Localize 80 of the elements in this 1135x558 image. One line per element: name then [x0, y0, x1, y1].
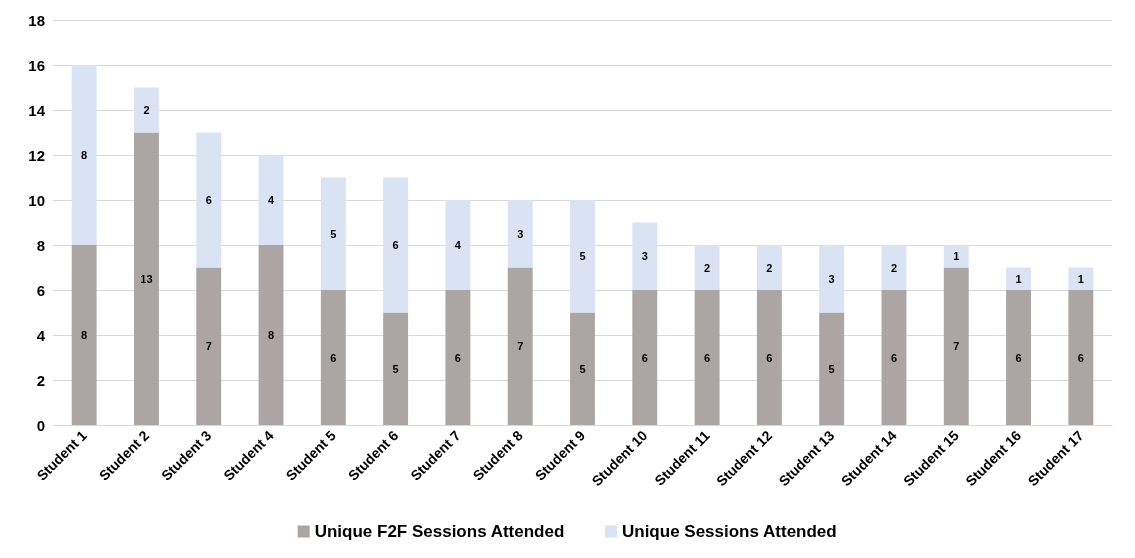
bar — [1068, 290, 1094, 425]
bar — [1006, 267, 1032, 290]
bar — [881, 290, 907, 425]
y-tick-label: 2 — [36, 371, 45, 389]
bar — [694, 290, 720, 425]
bar — [133, 132, 159, 425]
y-tick-label: 6 — [36, 281, 45, 299]
bar — [881, 245, 907, 290]
data-label: 7 — [517, 340, 524, 353]
bar — [756, 245, 782, 290]
data-label: 1 — [1077, 272, 1084, 285]
bar — [133, 87, 159, 133]
y-tick-label: 14 — [28, 101, 46, 119]
data-label: 6 — [205, 194, 212, 206]
bar — [819, 312, 845, 425]
data-label: 5 — [828, 362, 835, 375]
data-label: 6 — [392, 239, 399, 251]
y-tick-label: 4 — [36, 326, 46, 344]
bar — [943, 245, 969, 268]
data-label: 7 — [953, 340, 960, 353]
data-label: 5 — [579, 250, 586, 263]
bar — [71, 245, 97, 425]
bar — [632, 290, 658, 425]
y-tick-label: 16 — [28, 56, 45, 74]
data-label: 5 — [579, 362, 586, 375]
bar — [258, 245, 284, 425]
data-label: 8 — [81, 149, 88, 161]
bar — [445, 200, 471, 290]
data-label: 6 — [330, 351, 337, 364]
data-label: 5 — [330, 227, 337, 240]
data-label: 1 — [1015, 272, 1022, 285]
bar — [943, 267, 969, 425]
bar — [507, 267, 533, 425]
bar — [320, 177, 346, 290]
y-tick-label: 0 — [36, 416, 45, 434]
y-tick-label: 12 — [28, 146, 45, 164]
data-label: 2 — [143, 104, 150, 116]
data-label: 3 — [641, 250, 648, 263]
bar — [320, 290, 346, 425]
data-label: 4 — [454, 239, 462, 251]
data-label: 13 — [140, 272, 153, 285]
data-label: 4 — [267, 194, 275, 206]
data-label: 6 — [641, 351, 648, 364]
data-label: 7 — [205, 340, 212, 353]
bar — [632, 222, 658, 290]
data-label: 2 — [890, 261, 898, 274]
data-label: 5 — [392, 362, 399, 375]
y-tick-label: 8 — [36, 236, 45, 254]
bar — [196, 132, 222, 268]
bar — [570, 312, 595, 425]
legend-label: Unique F2F Sessions Attended — [314, 522, 565, 541]
bar — [445, 290, 471, 425]
data-label: 6 — [1077, 351, 1084, 364]
data-label: 6 — [704, 351, 711, 364]
bar — [1006, 290, 1032, 425]
data-label: 3 — [517, 227, 524, 240]
data-label: 3 — [828, 272, 835, 285]
bar — [756, 290, 782, 425]
bar — [258, 155, 284, 245]
y-tick-label: 10 — [28, 191, 45, 209]
legend-label: Unique Sessions Attended — [621, 522, 837, 541]
bar — [507, 200, 533, 268]
data-label: 6 — [766, 351, 773, 364]
data-label: 8 — [81, 329, 88, 341]
bar — [71, 65, 97, 245]
data-label: 2 — [766, 261, 773, 274]
bar — [694, 245, 720, 290]
data-label: 2 — [704, 261, 711, 274]
data-label: 1 — [953, 250, 960, 263]
bar — [570, 200, 595, 313]
y-tick-label: 18 — [28, 11, 45, 29]
bar — [819, 245, 845, 313]
data-label: 6 — [454, 351, 461, 364]
bar — [196, 267, 222, 425]
bar — [383, 312, 409, 425]
data-label: 6 — [1015, 351, 1022, 364]
data-label: 8 — [267, 329, 275, 341]
bar — [1068, 267, 1094, 290]
bar — [383, 177, 409, 313]
data-label: 6 — [890, 351, 898, 364]
